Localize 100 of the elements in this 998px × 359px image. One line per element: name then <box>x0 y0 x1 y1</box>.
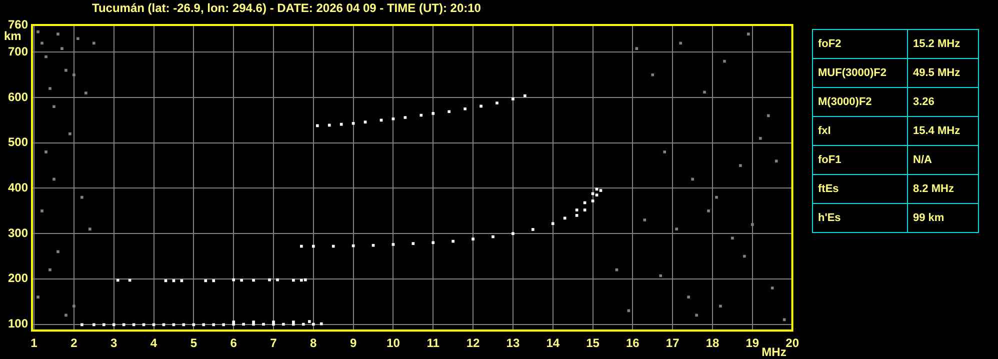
y-tick-label: 700 <box>8 44 28 59</box>
point <box>304 278 307 282</box>
y-tick-label: 500 <box>8 135 28 150</box>
text: N/A <box>913 154 932 166</box>
point <box>512 232 514 235</box>
point <box>663 150 666 154</box>
point <box>102 323 106 326</box>
x-tick-label: 9 <box>350 336 357 350</box>
text: 8.2 MHz <box>913 183 954 195</box>
text: 99 km <box>913 212 944 224</box>
point <box>302 322 305 326</box>
point <box>282 322 285 326</box>
text: 3.26 <box>913 96 934 108</box>
point <box>774 160 778 162</box>
x-tick-label: 15 <box>586 336 600 350</box>
point <box>591 200 594 202</box>
point <box>202 323 206 326</box>
category-label: foF2 <box>812 30 908 58</box>
point <box>212 323 216 326</box>
point <box>635 47 638 50</box>
point <box>679 42 682 45</box>
x-tick-label: 14 <box>546 336 560 350</box>
point <box>92 42 96 45</box>
x-tick-label: 20 <box>786 336 800 350</box>
point <box>739 164 742 167</box>
x-tick-label: 18 <box>706 336 720 350</box>
category-label: M(3000)F2 <box>812 88 908 116</box>
point <box>524 94 526 98</box>
point <box>492 235 494 238</box>
point <box>563 216 566 220</box>
point <box>328 124 331 127</box>
point <box>392 243 395 246</box>
point <box>44 150 48 154</box>
x-tick-label: 12 <box>466 336 480 350</box>
point <box>48 87 52 90</box>
point <box>332 244 335 248</box>
point <box>575 214 578 217</box>
y-tick-label: 100 <box>8 316 28 331</box>
point <box>627 309 630 312</box>
point <box>212 279 216 282</box>
x-tick-label: 13 <box>506 336 520 350</box>
point <box>352 122 355 125</box>
y-tick-label: 300 <box>8 226 28 240</box>
x-tick-label: 3 <box>110 336 118 350</box>
x-tick-label: 6 <box>230 336 238 350</box>
point <box>595 188 598 191</box>
category-label: foF1 <box>812 146 908 174</box>
point <box>707 209 710 212</box>
point <box>52 178 56 181</box>
point <box>480 104 482 108</box>
point <box>60 47 64 50</box>
y-tick-label: 200 <box>8 271 28 286</box>
point <box>308 320 311 323</box>
point <box>292 320 295 324</box>
point <box>84 92 88 94</box>
category-label: h'Es <box>812 204 908 232</box>
point <box>252 320 255 324</box>
point <box>40 42 44 45</box>
point <box>719 304 722 308</box>
point <box>747 32 750 36</box>
y-tick-label: 600 <box>8 90 28 104</box>
point <box>92 323 96 326</box>
point <box>675 228 678 230</box>
point <box>312 244 315 248</box>
point <box>782 318 786 322</box>
point <box>583 208 586 212</box>
point <box>595 194 598 196</box>
point <box>432 241 435 244</box>
x-tick-label: 7 <box>270 336 278 350</box>
point <box>691 178 694 181</box>
point <box>252 278 255 282</box>
point <box>276 278 279 282</box>
point <box>420 114 423 117</box>
text: 15.2 MHz <box>913 38 960 50</box>
point <box>36 30 40 34</box>
y-axis-title: km <box>4 29 22 43</box>
point <box>599 189 602 192</box>
x-tick-label: 8 <box>310 336 318 350</box>
point <box>76 37 80 40</box>
point <box>268 278 271 282</box>
point <box>651 73 654 76</box>
point <box>68 132 72 136</box>
point <box>64 314 68 317</box>
point <box>404 116 407 119</box>
chart-title: Tucumán (lat: -26.9, lon: 294.6) - DATE: 2026 04 09 - TIME (UT): 20:10 <box>92 1 482 15</box>
point <box>40 209 44 212</box>
point <box>56 32 60 36</box>
point <box>312 322 315 326</box>
y-tick-label: 400 <box>8 180 28 195</box>
point <box>242 322 245 326</box>
category-label: fxI <box>812 116 908 146</box>
text: 49.5 MHz <box>913 67 960 79</box>
point <box>48 268 52 272</box>
x-tick-label: 2 <box>70 336 78 350</box>
point <box>512 97 514 100</box>
point <box>448 110 451 114</box>
text: 15.4 MHz <box>913 125 960 137</box>
point <box>452 240 454 243</box>
x-tick-label: 16 <box>626 336 640 350</box>
category-label: MUF(3000)F2 <box>812 58 908 88</box>
